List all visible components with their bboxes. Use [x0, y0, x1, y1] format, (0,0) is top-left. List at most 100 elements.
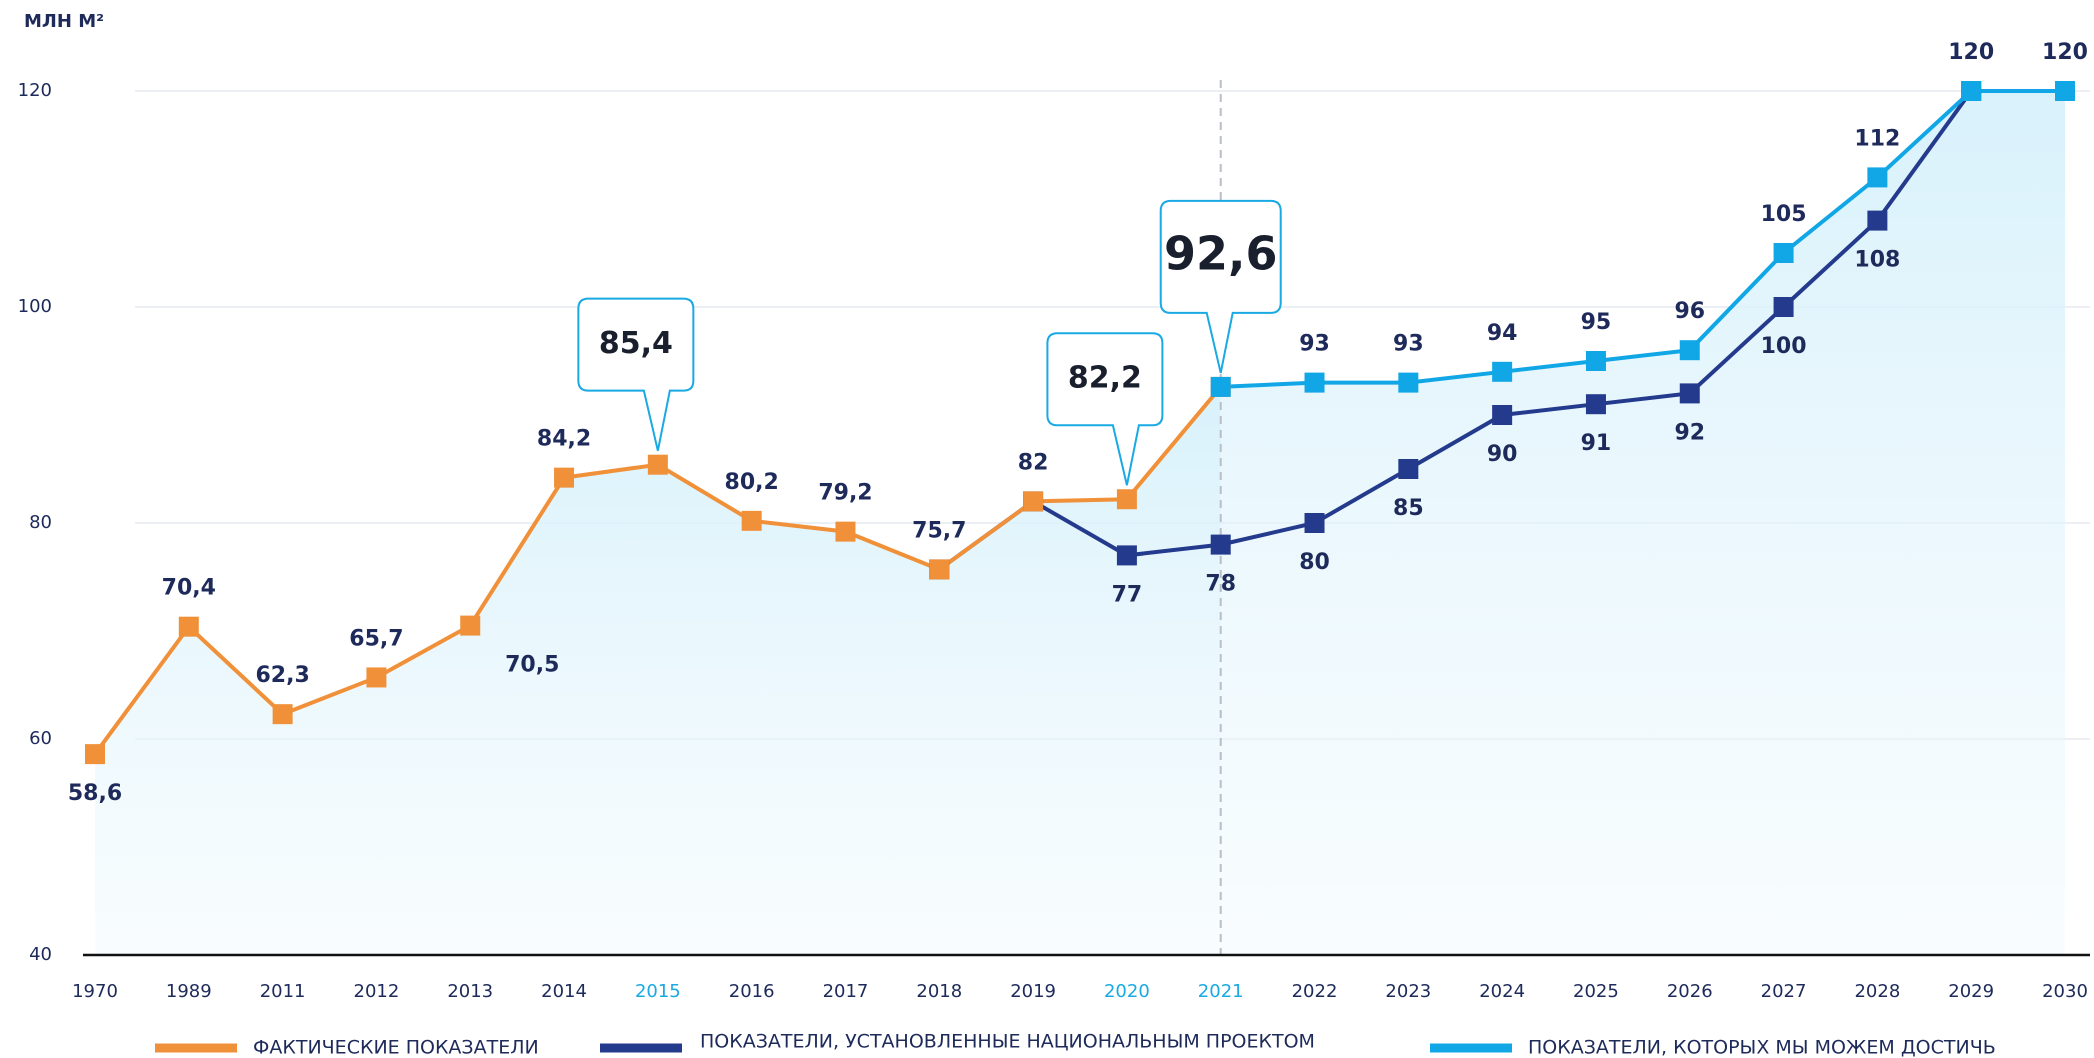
callout-box	[577, 297, 695, 451]
x-tick-label: 2025	[1573, 981, 1619, 1002]
x-tick-label: 2017	[823, 981, 869, 1002]
marker	[85, 744, 105, 765]
x-tick-label: 2021	[1198, 981, 1244, 1002]
legend-label: ПОКАЗАТЕЛИ, УСТАНОВЛЕННЫЕ НАЦИОНАЛЬНЫМ П…	[700, 1031, 1315, 1053]
marker	[1398, 459, 1419, 479]
marker	[1023, 491, 1044, 512]
data-label: 82	[1018, 450, 1049, 475]
x-tick-label: 2023	[1385, 981, 1431, 1002]
data-label: 94	[1487, 321, 1518, 346]
data-label: 105	[1761, 202, 1807, 227]
callout-box	[1046, 332, 1164, 486]
data-label: 85	[1393, 496, 1424, 521]
marker	[1116, 545, 1137, 566]
x-tick-label: 2026	[1667, 981, 1713, 1002]
x-tick-label: 2028	[1854, 981, 1900, 1002]
x-tick-label: 2016	[729, 981, 775, 1002]
data-label: 93	[1299, 332, 1330, 357]
marker	[1867, 210, 1888, 231]
marker	[1773, 243, 1794, 263]
data-label: 80,2	[725, 470, 779, 495]
marker	[1304, 372, 1325, 393]
marker	[647, 454, 668, 475]
marker	[460, 615, 481, 636]
marker	[1210, 534, 1231, 555]
x-tick-label: 2013	[447, 981, 493, 1002]
marker	[554, 467, 575, 488]
marker	[1679, 340, 1700, 361]
marker	[366, 667, 387, 688]
area	[1220, 91, 2065, 955]
data-label: 92	[1674, 420, 1705, 445]
data-label: 58,6	[68, 781, 122, 806]
marker	[835, 521, 856, 542]
data-label: 120	[1948, 40, 1994, 65]
marker	[272, 704, 293, 725]
legend-label: ФАКТИЧЕСКИЕ ПОКАЗАТЕЛИ	[253, 1037, 539, 1058]
marker	[1492, 405, 1513, 425]
x-tick-label: 2024	[1479, 981, 1525, 1002]
x-tick-label: 2030	[2042, 981, 2088, 1002]
area	[95, 386, 1221, 955]
data-label: 91	[1581, 431, 1612, 456]
marker	[1116, 489, 1137, 510]
marker	[1961, 81, 1982, 101]
data-label: 112	[1854, 126, 1900, 151]
data-label: 80	[1299, 550, 1330, 575]
data-label: 65,7	[349, 626, 403, 651]
x-tick-label: 2022	[1292, 981, 1338, 1002]
data-label: 62,3	[255, 663, 309, 688]
x-tick-label: 2011	[260, 981, 306, 1002]
callout-label: 92,6	[1164, 226, 1278, 280]
x-tick-label: 1989	[166, 981, 212, 1002]
data-label: 90	[1487, 442, 1518, 467]
data-label: 96	[1674, 299, 1705, 324]
callout-label: 85,4	[599, 326, 673, 361]
y-tick-label: 120	[18, 80, 52, 101]
data-label: 93	[1393, 332, 1424, 357]
data-label: 79,2	[818, 481, 872, 506]
series-line	[1220, 89, 2065, 389]
data-label: 78	[1205, 572, 1236, 597]
y-tick-label: 60	[29, 728, 52, 749]
marker	[1585, 351, 1606, 371]
y-tick-label: 100	[18, 296, 52, 317]
y-tick-label: 40	[29, 944, 52, 965]
y-axis-title: МЛН М²	[24, 11, 104, 32]
x-tick-label: 2029	[1948, 981, 1994, 1002]
marker	[1304, 513, 1325, 533]
x-tick-label: 2015	[635, 981, 681, 1002]
data-label: 70,5	[505, 653, 559, 678]
marker	[1210, 376, 1231, 397]
data-label: 77	[1112, 582, 1143, 607]
data-label: 84,2	[537, 427, 591, 452]
x-tick-label: 2012	[354, 981, 400, 1002]
x-tick-label: 2018	[916, 981, 962, 1002]
marker	[178, 616, 199, 637]
marker	[1398, 372, 1419, 393]
marker	[1679, 383, 1700, 404]
marker	[1867, 167, 1888, 188]
data-label: 100	[1761, 334, 1807, 359]
marker	[1492, 361, 1513, 382]
x-tick-label: 2014	[541, 981, 587, 1002]
x-tick-label: 2020	[1104, 981, 1150, 1002]
data-label: 95	[1581, 310, 1612, 335]
callout-box	[1159, 199, 1282, 374]
legend-label: ПОКАЗАТЕЛИ, КОТОРЫХ МЫ МОЖЕМ ДОСТИЧЬ	[1528, 1037, 1996, 1058]
marker	[741, 510, 762, 531]
data-label: 75,7	[912, 518, 966, 543]
callout-label: 82,2	[1068, 361, 1142, 396]
data-label: 108	[1854, 248, 1900, 273]
y-tick-label: 80	[29, 512, 52, 533]
data-label: 120	[2042, 40, 2088, 65]
marker	[1585, 394, 1606, 415]
x-tick-label: 2019	[1010, 981, 1056, 1002]
marker	[2055, 81, 2075, 101]
x-tick-label: 1970	[72, 981, 118, 1002]
data-label: 70,4	[162, 576, 216, 601]
marker	[1773, 297, 1794, 317]
marker	[929, 559, 950, 580]
